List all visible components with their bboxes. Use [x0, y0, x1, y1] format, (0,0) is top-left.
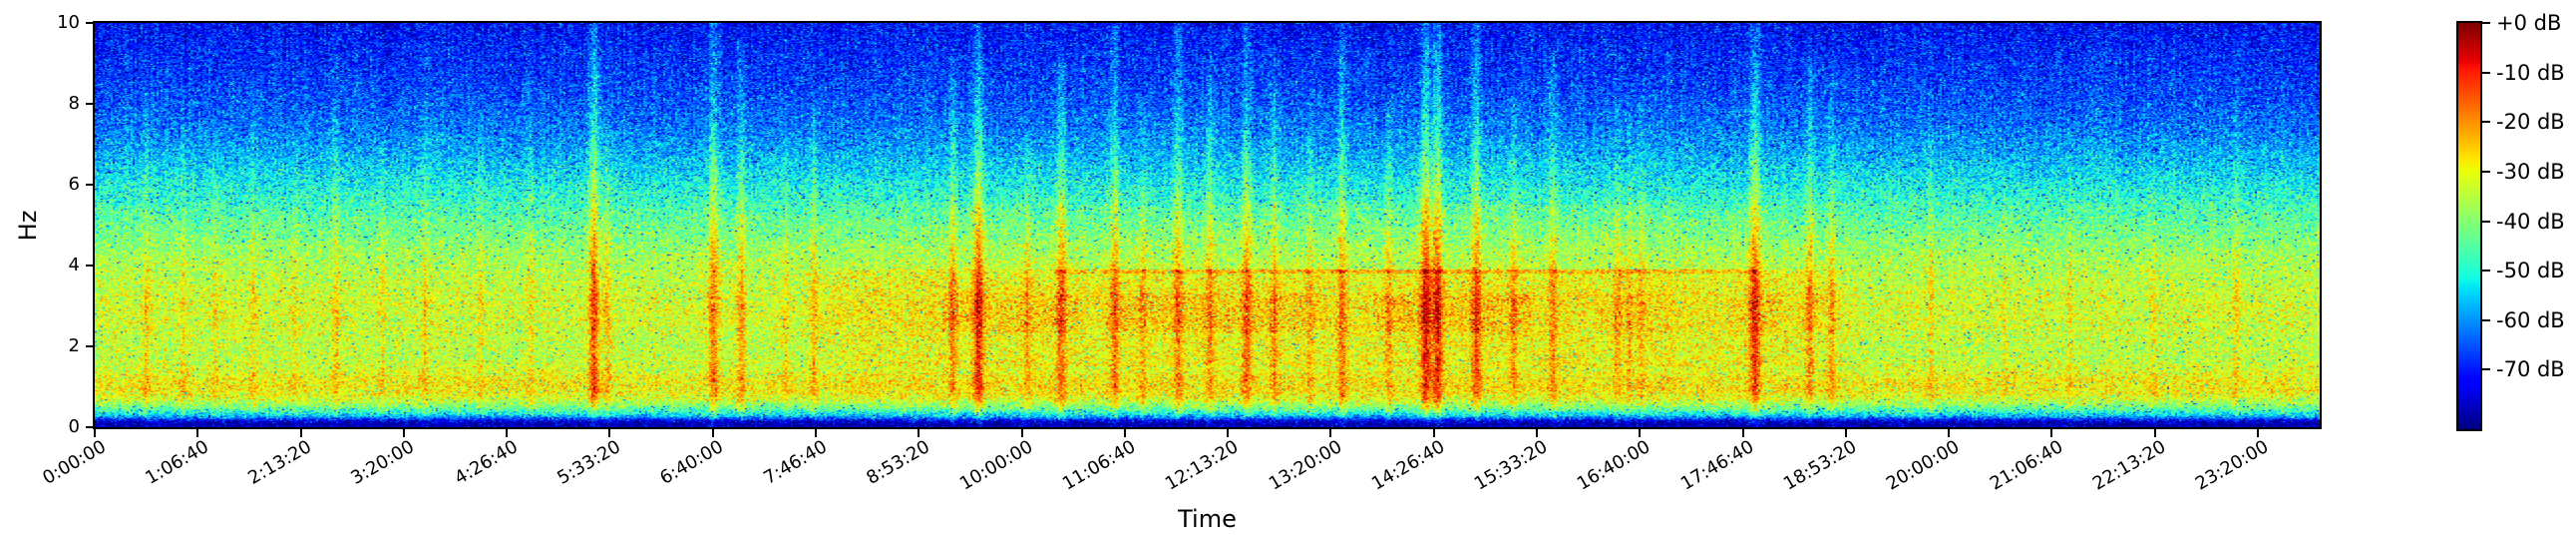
colorbar-tick-mark — [2482, 318, 2490, 321]
y-tick-label: 6 — [68, 174, 80, 195]
x-tick-mark — [1948, 429, 1951, 437]
x-tick-label: 18:53:20 — [1779, 436, 1861, 495]
colorbar-tick-label: -10 dB — [2496, 60, 2565, 85]
y-tick-mark — [86, 345, 94, 347]
x-tick-mark — [815, 429, 817, 437]
x-tick-label: 4:26:40 — [451, 436, 522, 489]
spectrogram-heatmap — [95, 23, 2320, 427]
colorbar-tick-label: -20 dB — [2496, 110, 2565, 135]
colorbar-gradient — [2458, 23, 2480, 429]
y-tick-mark — [86, 265, 94, 267]
x-tick-label: 15:33:20 — [1471, 436, 1552, 495]
y-tick-label: 10 — [57, 12, 80, 33]
x-tick-mark — [918, 429, 920, 437]
x-tick-label: 13:20:00 — [1265, 436, 1345, 495]
x-tick-mark — [711, 429, 714, 437]
y-tick-mark — [86, 22, 94, 24]
x-axis-label: Time — [1178, 505, 1237, 533]
colorbar-tick-mark — [2482, 368, 2490, 371]
colorbar-tick-label: -70 dB — [2496, 357, 2565, 382]
x-tick-label: 16:40:00 — [1574, 436, 1655, 495]
colorbar-tick-mark — [2482, 220, 2490, 223]
colorbar — [2456, 21, 2482, 431]
x-tick-label: 22:13:20 — [2088, 436, 2170, 495]
x-tick-mark — [1020, 429, 1023, 437]
colorbar-tick-mark — [2482, 71, 2490, 74]
x-tick-label: 1:06:40 — [142, 436, 212, 489]
x-tick-mark — [1741, 429, 1744, 437]
x-tick-mark — [2050, 429, 2053, 437]
x-tick-label: 7:46:40 — [759, 436, 831, 489]
x-tick-label: 14:26:40 — [1367, 436, 1449, 495]
y-tick-label: 0 — [68, 416, 80, 437]
y-tick-mark — [86, 184, 94, 186]
colorbar-tick-mark — [2482, 121, 2490, 124]
y-tick-label: 4 — [68, 255, 80, 276]
x-tick-label: 8:53:20 — [863, 436, 933, 489]
y-tick-label: 8 — [68, 93, 80, 114]
colorbar-tick-label: -50 dB — [2496, 259, 2565, 283]
x-tick-mark — [402, 429, 405, 437]
x-tick-mark — [1536, 429, 1539, 437]
x-tick-label: 21:06:40 — [1986, 436, 2066, 495]
x-tick-label: 10:00:00 — [955, 436, 1037, 495]
x-tick-mark — [1123, 429, 1126, 437]
plot-area — [93, 21, 2322, 429]
x-tick-label: 0:00:00 — [38, 436, 110, 489]
y-tick-label: 2 — [68, 335, 80, 356]
colorbar-tick-mark — [2482, 270, 2490, 273]
y-tick-mark — [86, 103, 94, 105]
x-tick-mark — [506, 429, 509, 437]
x-tick-label: 11:06:40 — [1058, 436, 1140, 495]
colorbar-tick-label: +0 dB — [2496, 11, 2562, 35]
colorbar-tick-label: -60 dB — [2496, 307, 2565, 332]
x-tick-mark — [299, 429, 302, 437]
colorbar-tick-mark — [2482, 170, 2490, 173]
x-tick-mark — [196, 429, 199, 437]
x-tick-mark — [1329, 429, 1332, 437]
colorbar-tick-label: -40 dB — [2496, 209, 2565, 234]
x-tick-mark — [608, 429, 611, 437]
colorbar-tick-label: -30 dB — [2496, 159, 2565, 184]
x-tick-mark — [2257, 429, 2260, 437]
x-tick-mark — [1227, 429, 1230, 437]
x-tick-label: 2:13:20 — [244, 436, 316, 489]
y-tick-mark — [86, 426, 94, 428]
colorbar-tick-mark — [2482, 22, 2490, 24]
x-tick-label: 6:40:00 — [656, 436, 728, 489]
x-tick-mark — [1432, 429, 1435, 437]
x-tick-mark — [94, 429, 96, 437]
x-tick-mark — [2153, 429, 2156, 437]
x-tick-label: 5:33:20 — [553, 436, 624, 489]
x-tick-mark — [1639, 429, 1642, 437]
x-tick-label: 17:46:40 — [1676, 436, 1758, 495]
x-tick-label: 20:00:00 — [1883, 436, 1964, 495]
x-tick-mark — [1844, 429, 1847, 437]
x-tick-label: 12:13:20 — [1162, 436, 1243, 495]
x-tick-label: 23:20:00 — [2192, 436, 2273, 495]
x-tick-label: 3:20:00 — [347, 436, 419, 489]
